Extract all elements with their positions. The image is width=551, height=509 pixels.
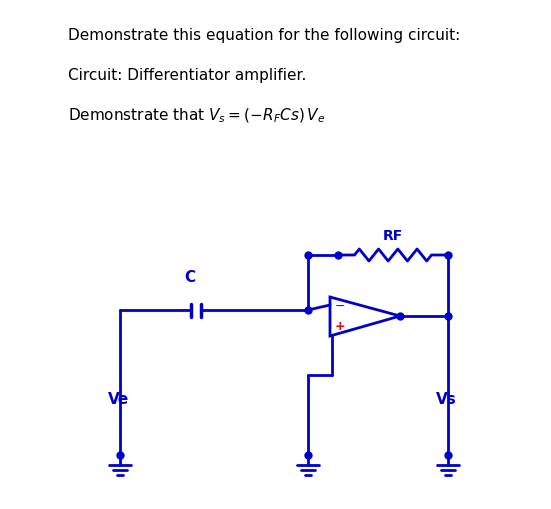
Text: Demonstrate that $\mathit{V}_s = (-R_F C \mathit{s})\,\mathit{V}_e$: Demonstrate that $\mathit{V}_s = (-R_F C… (68, 107, 325, 125)
Text: RF: RF (383, 229, 403, 243)
Text: −: − (335, 299, 345, 313)
Text: C: C (185, 270, 196, 285)
Text: Circuit: Differentiator amplifier.: Circuit: Differentiator amplifier. (68, 68, 306, 83)
Text: Vs: Vs (436, 392, 457, 408)
Text: +: + (335, 321, 345, 333)
Text: Demonstrate this equation for the following circuit:: Demonstrate this equation for the follow… (68, 28, 460, 43)
Text: Ve: Ve (108, 392, 129, 408)
